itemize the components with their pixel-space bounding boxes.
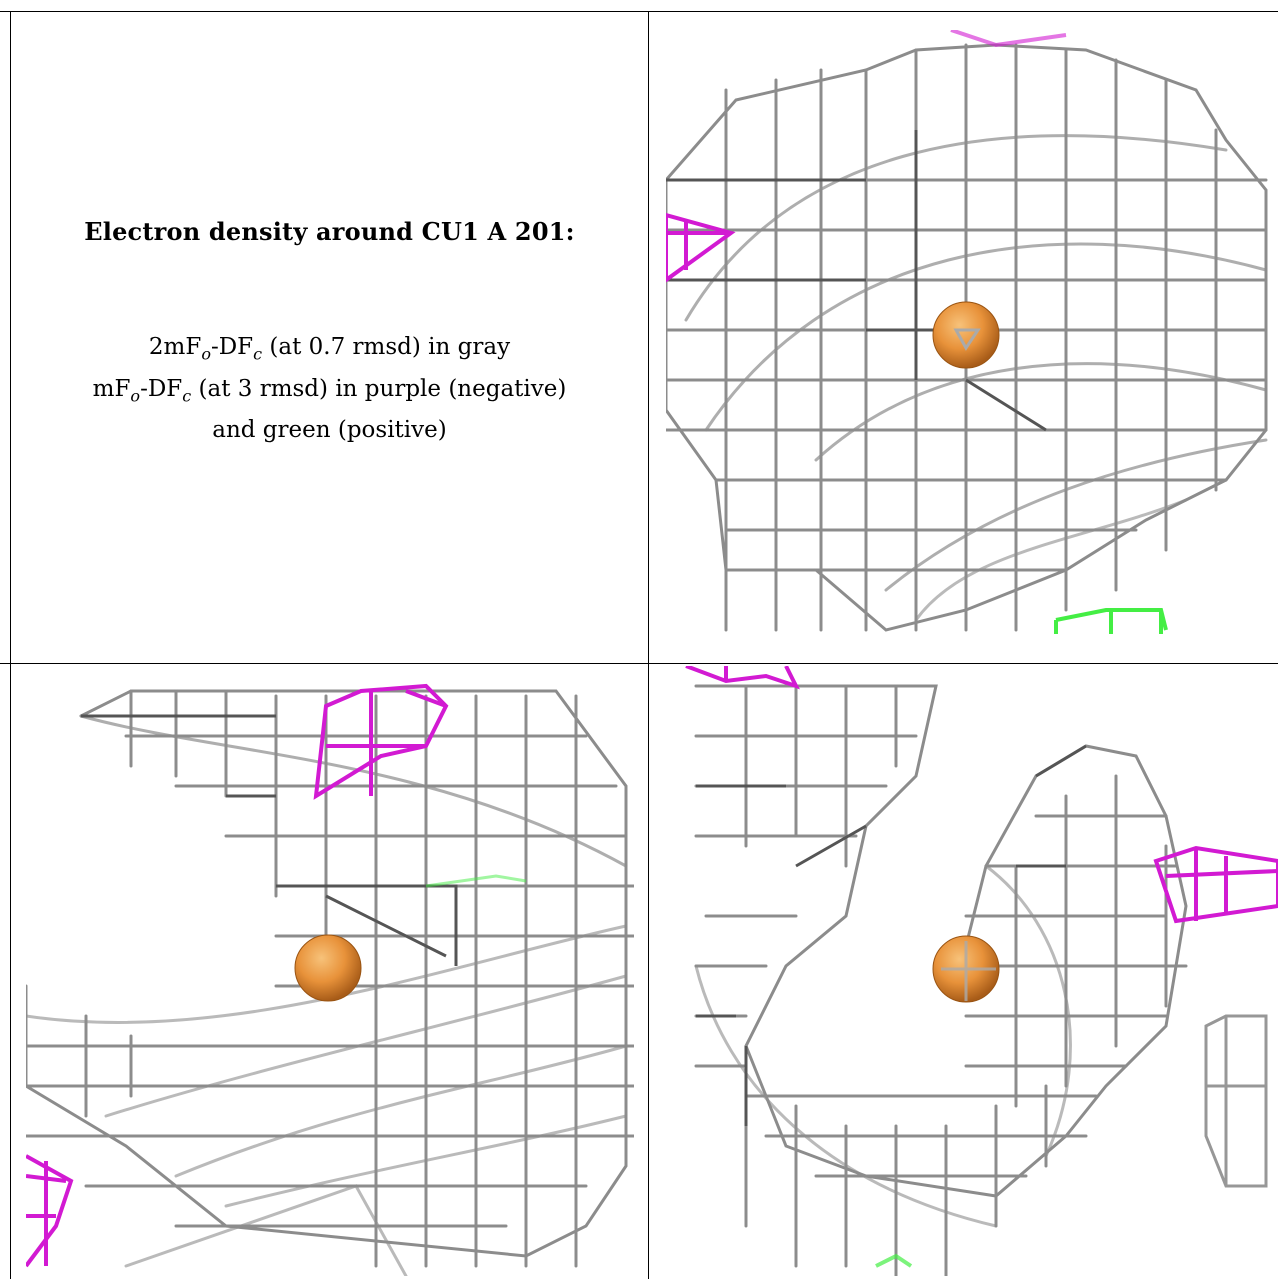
- caption-cell: Electron density around CU1 A 201: 2mFo-…: [11, 12, 648, 663]
- caption-body: 2mFo-DFc (at 0.7 rmsd) in gray mFo-DFc (…: [11, 330, 648, 447]
- caption-line-2: mFo-DFc (at 3 rmsd) in purple (negative): [92, 375, 567, 406]
- caption: Electron density around CU1 A 201: 2mFo-…: [11, 12, 648, 663]
- negative-density-purple: [26, 683, 449, 1268]
- copper-atom-cu1: [294, 934, 362, 1002]
- gray-mesh: [694, 684, 1268, 1276]
- table-middle-border: [0, 663, 1278, 664]
- copper-atom-cu1: [932, 301, 1000, 369]
- density-view-bottom-left: [26, 666, 634, 1276]
- table-left-border: [10, 11, 11, 1279]
- negative-density-purple: [685, 666, 1278, 924]
- dark-mesh-edges: [696, 744, 1087, 1126]
- positive-density-green: [875, 1253, 913, 1268]
- caption-line-3: and green (positive): [212, 417, 447, 444]
- dark-mesh-edges: [666, 130, 1047, 432]
- positive-density-green: [1054, 608, 1168, 634]
- density-view-top-right: [666, 30, 1278, 634]
- negative-density-purple: [666, 30, 1067, 283]
- table-top-border: [0, 11, 1278, 12]
- mesh-view-1: [666, 30, 1268, 634]
- dark-mesh-edges: [81, 714, 458, 966]
- caption-title: Electron density around CU1 A 201:: [84, 217, 575, 246]
- density-view-bottom-right: [666, 666, 1278, 1276]
- gray-mesh: [666, 43, 1268, 632]
- mesh-view-2: [26, 683, 634, 1276]
- table-center-border: [648, 11, 649, 1279]
- positive-density-green: [425, 874, 527, 888]
- caption-line-1: 2mFo-DFc (at 0.7 rmsd) in gray: [148, 334, 511, 364]
- mesh-view-3: [685, 666, 1278, 1276]
